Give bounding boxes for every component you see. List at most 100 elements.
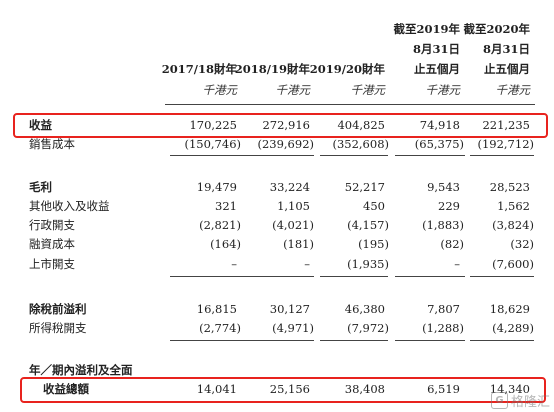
rule-above-pbt <box>170 276 250 277</box>
cell-value: 25,156 <box>269 382 310 396</box>
col-header-5-line-3: 止五個月 <box>484 62 530 76</box>
table-row-other-income: 其他收入及收益 321 1,105 450 229 1,562 <box>0 198 554 215</box>
cell-value: (7,600) <box>492 257 534 271</box>
cell-value: (352,608) <box>332 137 389 151</box>
cell-value: – <box>304 257 310 271</box>
cell-value: (4,021) <box>272 218 314 232</box>
cell-value: (3,824) <box>492 218 534 232</box>
row-label: 除稅前溢利 <box>29 302 87 316</box>
cell-value: (4,157) <box>347 218 389 232</box>
table-row-income-tax: 所得稅開支 (2,774) (4,971) (7,972) (1,288) (4… <box>0 320 554 337</box>
col-header-4-line-3: 止五個月 <box>414 62 460 76</box>
row-label: 收益總額 <box>43 382 89 396</box>
highlight-box-total-income <box>20 377 546 403</box>
col-header-5-line-2: 8月31日 <box>482 42 530 56</box>
table-row-finance-costs: 融資成本 (164) (181) (195) (82) (32) <box>0 236 554 253</box>
cell-value: (4,289) <box>492 321 534 335</box>
col-unit-3: 千港元 <box>350 83 386 97</box>
watermark: G 格隆汇 <box>490 391 550 410</box>
col-header-5-line-1: 截至2020年 <box>463 22 530 36</box>
table-row-profit-before-tax: 除稅前溢利 16,815 30,127 46,380 7,807 18,629 <box>0 301 554 318</box>
cell-value: (1,883) <box>422 218 464 232</box>
col-unit-2: 千港元 <box>275 83 311 97</box>
cell-value: (181) <box>283 237 314 251</box>
cell-value: 16,815 <box>196 302 237 316</box>
section-heading: 年／期內溢利及全面 <box>29 363 133 377</box>
rule-above-total <box>320 340 388 341</box>
cell-value: 6,519 <box>427 382 460 396</box>
cell-value: 30,127 <box>269 302 310 316</box>
col-header-4-line-1: 截至2019年 <box>393 22 460 36</box>
rule-above-pbt <box>244 276 314 277</box>
row-label: 所得稅開支 <box>29 321 87 335</box>
cell-value: (192,712) <box>477 137 534 151</box>
cell-value: 7,807 <box>427 302 460 316</box>
cell-value: 9,543 <box>427 180 460 194</box>
cell-value: (4,971) <box>272 321 314 335</box>
cell-value: (239,692) <box>257 137 314 151</box>
rule-above-gross-profit <box>470 155 534 156</box>
rule-above-total <box>470 340 534 341</box>
cell-value: 450 <box>363 199 385 213</box>
rule-above-total <box>244 340 314 341</box>
header-rule <box>165 104 535 105</box>
table-row-cost-of-sales: 銷售成本 (150,746) (239,692) (352,608) (65,3… <box>0 136 554 153</box>
cell-value: 46,380 <box>344 302 385 316</box>
cell-value: (2,774) <box>199 321 241 335</box>
col-header-2: 2018/19財年 <box>234 62 310 76</box>
row-label: 上市開支 <box>29 257 75 271</box>
highlight-box-revenue <box>13 113 548 138</box>
cell-value: (32) <box>510 237 534 251</box>
cell-value: (1,288) <box>422 321 464 335</box>
col-header-5: 截至2020年 8月31日 止五個月 <box>463 22 530 76</box>
rule-above-total <box>395 340 465 341</box>
col-header-3: 2019/20財年 <box>309 62 385 76</box>
table-row-gross-profit: 毛利 19,479 33,224 52,217 9,543 28,523 <box>0 179 554 196</box>
col-unit-4: 千港元 <box>425 83 461 97</box>
col-unit-1: 千港元 <box>202 83 238 97</box>
cell-value: (82) <box>440 237 464 251</box>
cell-value: 229 <box>438 199 460 213</box>
cell-value: – <box>231 257 237 271</box>
cell-value: 321 <box>215 199 237 213</box>
col-unit-5: 千港元 <box>495 83 531 97</box>
watermark-text: 格隆汇 <box>510 395 550 410</box>
cell-value: 404,825 <box>337 118 385 132</box>
col-header-1: 2017/18財年 <box>161 62 237 76</box>
rule-above-gross-profit <box>320 155 388 156</box>
row-label: 毛利 <box>29 180 52 194</box>
rule-above-gross-profit <box>395 155 465 156</box>
cell-value: 18,629 <box>489 302 530 316</box>
row-label: 行政開支 <box>29 218 75 232</box>
rule-above-gross-profit <box>170 155 250 156</box>
cell-value: (150,746) <box>184 137 241 151</box>
rule-above-pbt <box>470 276 534 277</box>
cell-value: (1,935) <box>347 257 389 271</box>
cell-value: 1,105 <box>277 199 310 213</box>
table-row-admin-expenses: 行政開支 (2,821) (4,021) (4,157) (1,883) (3,… <box>0 217 554 234</box>
row-label: 融資成本 <box>29 237 75 251</box>
col-header-4: 截至2019年 8月31日 止五個月 <box>393 22 460 76</box>
cell-value: (195) <box>358 237 389 251</box>
table-row-revenue: 收益 170,225 272,916 404,825 74,918 221,23… <box>0 117 554 134</box>
cell-value: 170,225 <box>189 118 237 132</box>
row-label: 其他收入及收益 <box>29 199 110 213</box>
row-label: 銷售成本 <box>29 137 75 151</box>
rule-above-pbt <box>395 276 465 277</box>
cell-value: 33,224 <box>269 180 310 194</box>
table-row-listing-expenses: 上市開支 – – (1,935) – (7,600) <box>0 256 554 273</box>
cell-value: 52,217 <box>344 180 385 194</box>
cell-value: 14,041 <box>196 382 237 396</box>
cell-value: (7,972) <box>347 321 389 335</box>
rule-above-total <box>170 340 250 341</box>
cell-value: 19,479 <box>196 180 237 194</box>
cell-value: (2,821) <box>199 218 241 232</box>
cell-value: 74,918 <box>419 118 460 132</box>
cell-value: 38,408 <box>344 382 385 396</box>
cell-value: 221,235 <box>482 118 530 132</box>
rule-above-pbt <box>320 276 388 277</box>
cell-value: 272,916 <box>262 118 310 132</box>
row-label: 收益 <box>29 118 52 132</box>
cell-value: (65,375) <box>414 137 464 151</box>
watermark-logo-icon: G <box>490 392 508 409</box>
